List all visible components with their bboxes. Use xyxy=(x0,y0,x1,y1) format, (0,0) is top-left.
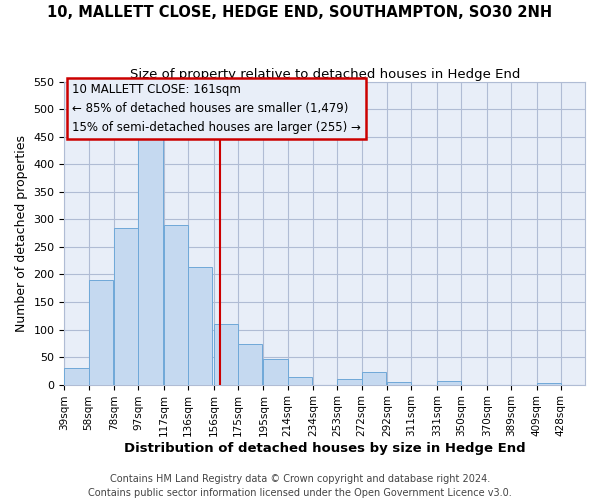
Bar xyxy=(89,280,113,384)
Bar xyxy=(362,372,386,384)
Bar xyxy=(214,324,238,384)
Bar xyxy=(437,380,461,384)
Bar xyxy=(164,225,188,384)
Text: 10, MALLETT CLOSE, HEDGE END, SOUTHAMPTON, SO30 2NH: 10, MALLETT CLOSE, HEDGE END, SOUTHAMPTO… xyxy=(47,5,553,20)
Y-axis label: Number of detached properties: Number of detached properties xyxy=(15,134,28,332)
Bar xyxy=(337,379,362,384)
X-axis label: Distribution of detached houses by size in Hedge End: Distribution of detached houses by size … xyxy=(124,442,526,455)
Bar xyxy=(287,378,312,384)
Bar xyxy=(536,383,561,384)
Bar xyxy=(238,344,262,385)
Bar xyxy=(387,382,412,384)
Bar xyxy=(139,131,163,384)
Title: Size of property relative to detached houses in Hedge End: Size of property relative to detached ho… xyxy=(130,68,520,80)
Text: Contains HM Land Registry data © Crown copyright and database right 2024.
Contai: Contains HM Land Registry data © Crown c… xyxy=(88,474,512,498)
Bar xyxy=(263,360,287,384)
Text: 10 MALLETT CLOSE: 161sqm
← 85% of detached houses are smaller (1,479)
15% of sem: 10 MALLETT CLOSE: 161sqm ← 85% of detach… xyxy=(72,83,361,134)
Bar xyxy=(188,268,212,384)
Bar xyxy=(114,228,139,384)
Bar xyxy=(64,368,89,384)
